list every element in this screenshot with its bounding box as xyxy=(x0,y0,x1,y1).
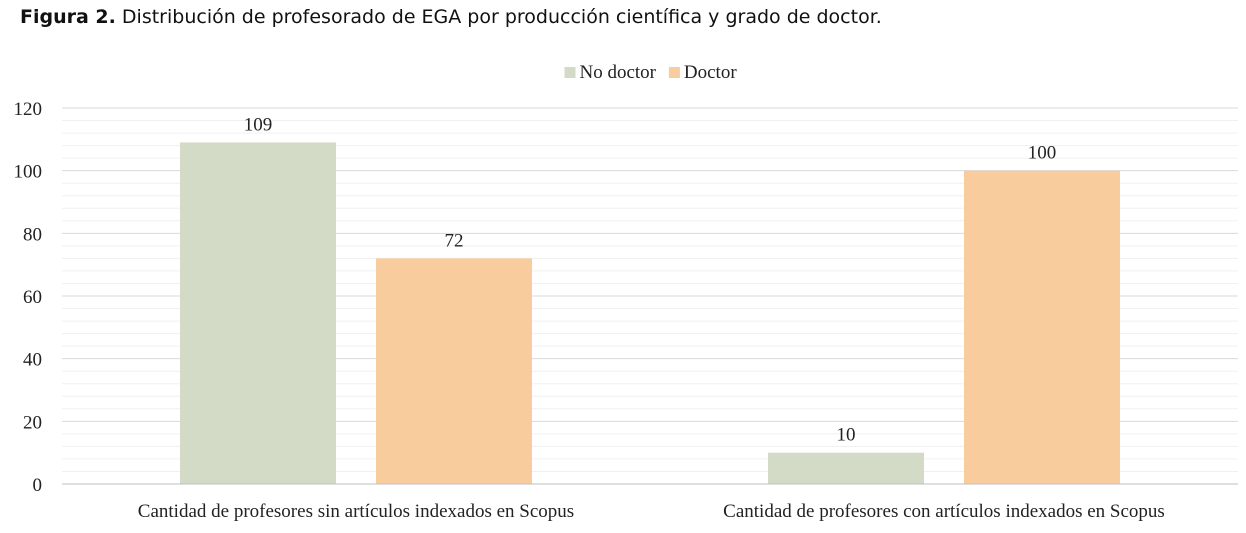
x-category-label: Cantidad de profesores sin artículos ind… xyxy=(138,501,574,522)
bar-no-doctor xyxy=(180,142,336,484)
y-tick-label: 40 xyxy=(23,350,42,371)
data-labels: 109 72 10 100 xyxy=(244,114,1057,445)
y-tick-label: 0 xyxy=(33,475,43,496)
bar-doctor xyxy=(964,170,1120,484)
bars xyxy=(180,142,1120,484)
y-axis: 0 20 40 60 80 100 120 xyxy=(14,99,43,496)
bar-doctor xyxy=(376,258,532,484)
bar-value-label: 109 xyxy=(244,114,273,135)
legend-label: Doctor xyxy=(684,62,737,83)
x-category-label: Cantidad de profesores con artículos ind… xyxy=(723,501,1165,522)
y-tick-label: 60 xyxy=(23,287,42,308)
figure-caption: Figura 2. Distribución de profesorado de… xyxy=(20,6,882,28)
bar-value-label: 100 xyxy=(1028,143,1057,164)
y-tick-label: 20 xyxy=(23,412,42,433)
y-tick-label: 80 xyxy=(23,224,42,245)
y-tick-label: 100 xyxy=(14,162,43,183)
x-axis: Cantidad de profesores sin artículos ind… xyxy=(62,483,1238,522)
caption-label: Figura 2. xyxy=(20,6,116,28)
legend-swatch xyxy=(668,67,680,78)
bar-value-label: 72 xyxy=(445,230,464,251)
bar-no-doctor xyxy=(768,452,924,484)
legend-label: No doctor xyxy=(580,62,657,83)
legend: No doctor Doctor xyxy=(564,62,737,83)
caption-text: Distribución de profesorado de EGA por p… xyxy=(121,6,882,28)
y-tick-label: 120 xyxy=(14,99,43,120)
bar-value-label: 10 xyxy=(837,425,856,446)
legend-swatch xyxy=(564,67,576,78)
